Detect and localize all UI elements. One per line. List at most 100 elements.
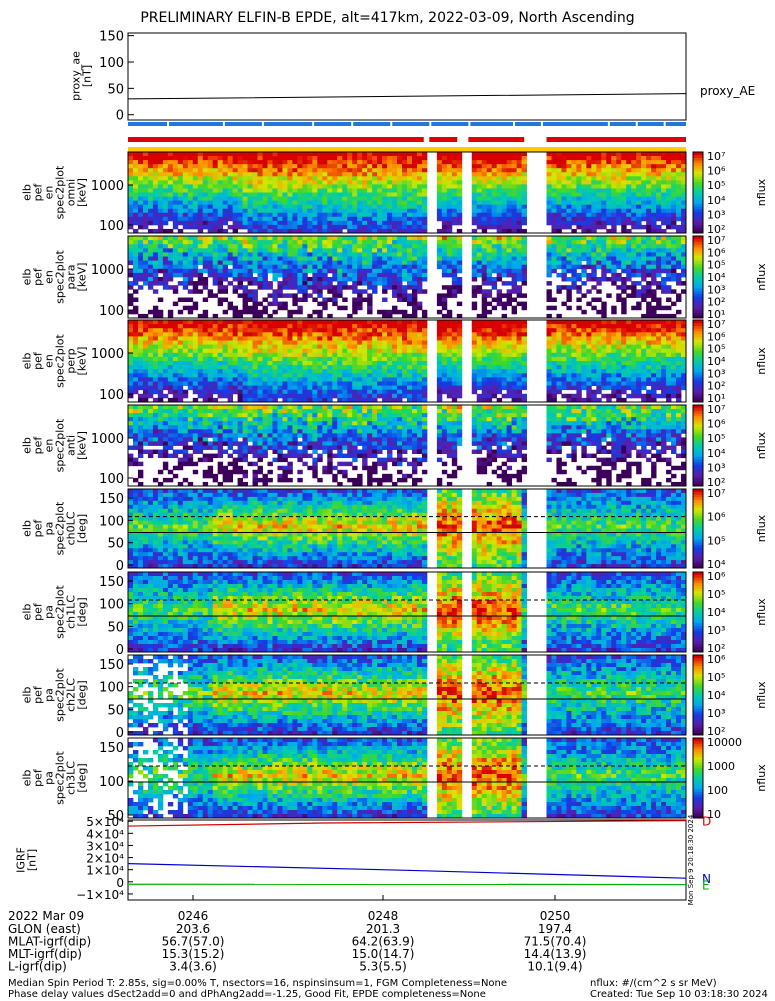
status-bar-gap [262,122,264,126]
spectrogram-panel-8 [128,738,686,818]
spectrogram-ytick-label: 0 [116,726,124,741]
colorbar-tick-label: 10⁷ [707,403,725,416]
status-bar-gap [468,122,470,126]
spectrogram-ytick-label: 100 [99,219,124,234]
proxy-ae-ylabel-line-1: [nT] [81,65,94,87]
spectrogram-ytick-label: 1000 [91,347,124,362]
status-bar-segment [429,137,457,142]
colorbar-tick-label: 10⁴ [707,271,726,284]
colorbar-tick-label: 10⁴ [707,689,726,702]
igrf-ytick-label: 2×10⁴ [86,852,124,866]
igrf-ytick-label: −1×10⁴ [76,888,124,902]
colorbar-tick-label: 10⁵ [707,259,725,272]
igrf-ytick-label: 1×10⁴ [86,864,124,878]
spectrogram-panel-5 [128,489,686,568]
colorbar-tick-label: 10³ [707,208,725,221]
colorbar-label-1: nflux [755,178,768,206]
spectrogram-ytick-label: 0 [116,559,124,574]
colorbar-tick-label: 10² [707,296,725,309]
spectrogram-ytick-label: 150 [99,658,124,673]
xaxis-tick-label: 0250 [540,909,571,923]
colorbar-tick-label: 10⁵ [707,179,725,192]
status-bar-segment [128,137,424,142]
colorbar-tick-label: 10⁴ [707,355,726,368]
colorbar-tick-label: 10⁶ [707,511,726,524]
proxy-ae-ytick-label: 100 [99,56,124,71]
spectrogram-ytick-label: 100 [99,598,124,613]
spectrogram-panel-6 [128,572,686,652]
spectrogram-ytick-label: 50 [107,537,124,552]
colorbar-tick-label: 100 [707,784,728,797]
spectrogram-panel-7 [128,655,686,735]
spectrogram-ytick-label: 150 [99,575,124,590]
colorbar-tick-label: 10⁴ [707,447,726,460]
spectrogram-ylabel-8-line-5: [deg] [76,763,89,792]
igrf-frame [128,820,686,900]
spectrogram-ytick-label: 100 [99,388,124,403]
side-timestamp: Mon Sep 9 20:18:30 2024 [687,814,695,905]
colorbar-tick-label: 10000 [707,736,742,749]
colorbar-tick-label: 10⁶ [707,570,726,583]
spectrogram-ytick-label: 50 [107,620,124,635]
colorbar-label-8: nflux [755,764,768,792]
spectrogram-ytick-label: 1000 [91,179,124,194]
colorbar-tick-label: 10⁶ [707,330,726,343]
proxy-ae-ytick-label: 150 [99,30,124,45]
xaxis-row-label: L-igrf(dip) [8,960,67,974]
proxy-ae-ytick-label: 0 [116,109,124,124]
spectrogram-ytick-label: 100 [99,472,124,487]
status-bar-gap [167,122,169,126]
colorbar-tick-label: 10⁴ [707,606,726,619]
colorbar-tick-label: 10⁵ [707,671,725,684]
spectrogram-ytick-label: 150 [99,741,124,756]
status-bar-segment [468,137,524,142]
spectrogram-ytick-label: 100 [99,514,124,529]
status-bar-gap [390,122,392,126]
colorbar-tick-label: 10⁵ [707,588,725,601]
colorbar-tick-label: 10⁵ [707,432,725,445]
xaxis-row-value: 10.1(9.4) [527,960,582,974]
footer-created: Created: Tue Sep 10 03:18:30 2024 [590,989,768,1001]
igrf-ytick-label: 5×10⁴ [86,815,124,829]
status-bar-gap [541,122,543,126]
colorbar-tick-label: 10⁷ [707,487,725,500]
proxy-ae-ytick-label: 50 [107,82,124,97]
status-bar-gap [429,122,431,126]
colorbar-label-3: nflux [755,347,768,375]
spectrogram-ylabel-6-line-5: [deg] [76,597,89,626]
spectrogram-panel-3 [128,320,686,402]
spectrogram-ytick-label: 1000 [91,432,124,447]
colorbar-label-2: nflux [755,263,768,291]
proxy-ae-frame [128,33,686,120]
spectrogram-ylabel-3-line-5: [keV] [76,347,89,376]
colorbar-tick-label: 10⁶ [707,418,726,431]
spectrogram-ylabel-5-line-5: [deg] [76,514,89,543]
colorbar-tick-label: 10³ [707,624,725,637]
colorbar-tick-label: 10⁷ [707,234,725,247]
colorbar-tick-label: 1000 [707,760,735,773]
spectrogram-ytick-label: 100 [99,304,124,319]
colorbar-tick-label: 10³ [707,707,725,720]
colorbar-label-5: nflux [755,514,768,542]
xaxis-row-value: 3.4(3.6) [169,960,217,974]
xaxis-row-value: 5.3(5.5) [359,960,407,974]
colorbar-tick-label: 10⁵ [707,534,725,547]
spectrogram-panel-1 [128,152,686,233]
colorbar-tick-label: 10³ [707,461,725,474]
xaxis-tick-label: 0246 [178,909,209,923]
colorbar-tick-label: 10⁵ [707,343,725,356]
igrf-ytick-label: 0 [116,876,124,890]
xaxis-date: 2022 Mar 09 [8,909,84,923]
igrf-ytick-label: 3×10⁴ [86,839,124,853]
footer-phase-info: Phase delay values dSect2add=0 and dPhAn… [8,989,486,1001]
colorbar-tick-label: 10² [707,380,725,393]
proxy-ae-legend: proxy_AE [700,84,755,98]
igrf-ylabel-line-1: [nT] [26,849,39,871]
status-bar-gap [636,122,638,126]
colorbar-tick-label: 10⁷ [707,318,725,331]
spectrogram-ylabel-4-line-5: [keV] [76,431,89,460]
colorbar-tick-label: 10⁶ [707,246,726,259]
spectrogram-ylabel-2-line-5: [keV] [76,263,89,292]
spectrogram-panel-4 [128,405,686,486]
colorbar-tick-label: 10⁶ [707,653,726,666]
